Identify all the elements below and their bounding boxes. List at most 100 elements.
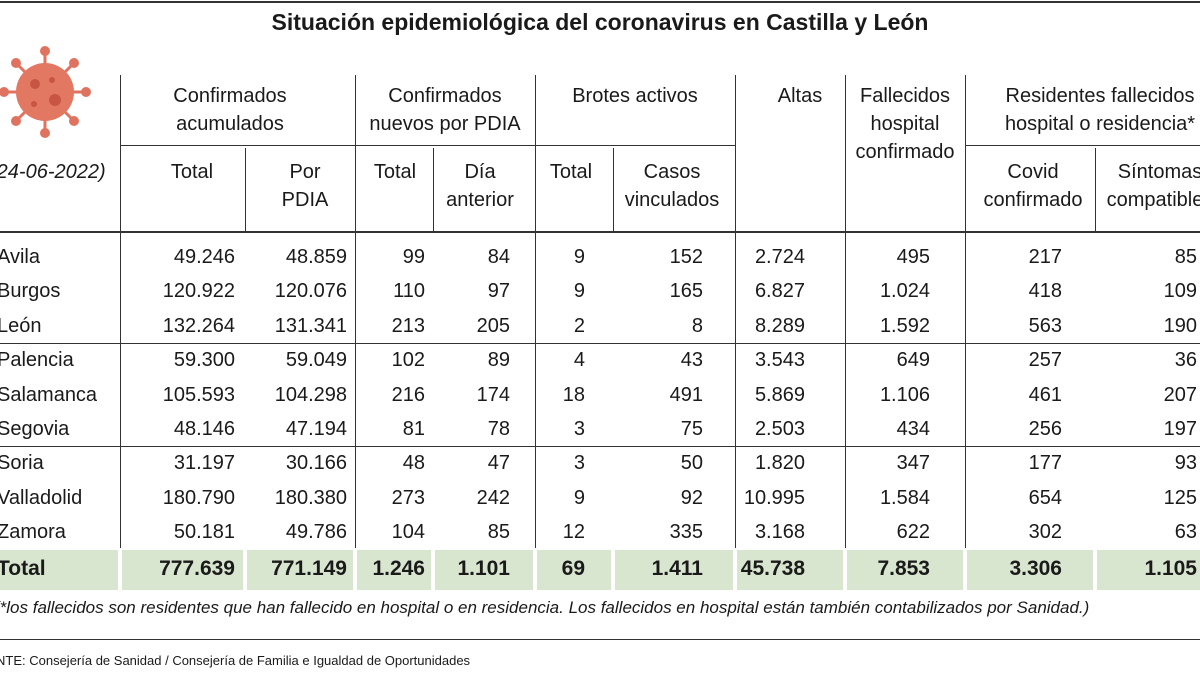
total-cell-bg: [122, 550, 243, 590]
sub-header: Síntomas: [1117, 161, 1200, 183]
cell-value: 165: [669, 280, 703, 303]
cell-value: 3: [573, 452, 585, 475]
total-value: 1.246: [372, 557, 425, 580]
cell-value: 99: [402, 246, 425, 268]
cell-value: 3.168: [754, 521, 805, 544]
cell-value: 31.197: [173, 452, 235, 475]
cell-value: 1.592: [879, 314, 930, 337]
cell-value: 93: [1174, 452, 1197, 475]
cell-value: 177: [1028, 452, 1062, 475]
group-header: Brotes activos: [572, 85, 698, 107]
total-cell-bg: [247, 550, 353, 590]
cell-value: 30.166: [285, 452, 347, 475]
cell-value: 104.298: [274, 383, 347, 406]
row-label: Avila: [0, 246, 40, 268]
sub-header: compatibles: [1106, 189, 1200, 211]
cell-value: 18: [562, 383, 585, 406]
row-label: Segovia: [0, 418, 70, 440]
cell-value: 125: [1163, 486, 1197, 509]
sub-header: Covid: [1007, 161, 1059, 183]
total-value: 45.738: [740, 557, 805, 580]
rule-line: [355, 75, 356, 548]
cell-value: 50: [680, 452, 703, 475]
cell-value: 152: [669, 246, 703, 268]
total-cell-bg: [357, 550, 431, 590]
cell-value: 92: [680, 486, 703, 509]
group-header: Confirmados: [173, 85, 287, 107]
cell-value: 563: [1028, 314, 1062, 337]
cell-value: 131.341: [274, 314, 347, 337]
rule-line: [0, 639, 1200, 640]
cell-value: 213: [391, 314, 425, 337]
sub-header: anterior: [446, 189, 514, 211]
total-cell-bg: [0, 550, 118, 590]
cell-value: 85: [487, 521, 510, 544]
cell-value: 110: [393, 280, 425, 303]
date-label: (24-06-2022): [0, 161, 106, 183]
cell-value: 1.820: [754, 452, 805, 475]
rule-line: [245, 148, 246, 231]
cell-value: 9: [573, 280, 585, 303]
cell-value: 12: [562, 521, 585, 544]
cell-value: 256: [1028, 418, 1062, 440]
cell-value: 2.724: [754, 246, 805, 268]
cell-value: 89: [487, 349, 510, 372]
cell-value: 2.503: [754, 418, 805, 440]
cell-value: 5.869: [754, 383, 805, 406]
cell-value: 216: [391, 383, 425, 406]
cell-value: 2: [573, 314, 585, 337]
total-value: 1.411: [651, 557, 703, 580]
cell-value: 622: [896, 521, 930, 544]
rule-line: [613, 148, 614, 231]
rule-line: [845, 75, 846, 548]
cell-value: 63: [1174, 521, 1197, 544]
cell-value: 109: [1163, 280, 1197, 303]
row-label: Salamanca: [0, 383, 98, 406]
sub-header: Por: [289, 161, 321, 183]
rule-line: [965, 75, 966, 548]
cell-value: 461: [1028, 383, 1062, 406]
cell-value: 1.584: [879, 486, 930, 509]
total-cell-bg: [1097, 550, 1200, 590]
cell-value: 47.194: [285, 418, 347, 440]
cell-value: 102: [391, 349, 425, 372]
rule-line: [735, 75, 736, 548]
rule-line: [0, 343, 1200, 344]
cell-value: 649: [896, 349, 930, 372]
rule-line: [120, 145, 735, 146]
group-header: Altas: [777, 85, 823, 107]
cell-value: 9: [573, 486, 585, 509]
group-header: hospital o residencia*: [1004, 113, 1196, 135]
cell-value: 36: [1174, 349, 1197, 372]
group-header: Fallecidos: [859, 85, 951, 107]
total-label: Total: [0, 557, 46, 580]
cell-value: 49.246: [173, 246, 235, 268]
cell-value: 6.827: [754, 280, 805, 303]
cell-value: 104: [391, 521, 425, 544]
cell-value: 335: [669, 521, 703, 544]
cell-value: 197: [1163, 418, 1197, 440]
row-label: Palencia: [0, 349, 74, 372]
total-cell-bg: [967, 550, 1093, 590]
cell-value: 3: [573, 418, 585, 440]
total-value: 3.306: [1009, 557, 1062, 580]
sub-header: Total: [373, 161, 417, 183]
total-value: 1.101: [457, 557, 510, 580]
cell-value: 97: [487, 280, 510, 303]
cell-value: 43: [680, 349, 703, 372]
cell-value: 120.076: [274, 280, 347, 303]
cell-value: 10.995: [743, 486, 805, 509]
total-value: 1.105: [1144, 557, 1197, 580]
cell-value: 48.146: [173, 418, 235, 440]
total-value: 7.853: [877, 557, 930, 580]
footnote: (*los fallecidos son residentes que han …: [0, 598, 1090, 617]
cell-value: 257: [1028, 349, 1062, 372]
rule-line: [0, 1, 1200, 3]
rule-line: [535, 75, 536, 548]
group-header: Residentes fallecidos: [1005, 85, 1195, 107]
virus-icon: [0, 46, 91, 138]
group-header: acumulados: [176, 113, 284, 135]
sub-header: Total: [170, 161, 214, 183]
cell-value: 105.593: [162, 383, 235, 406]
